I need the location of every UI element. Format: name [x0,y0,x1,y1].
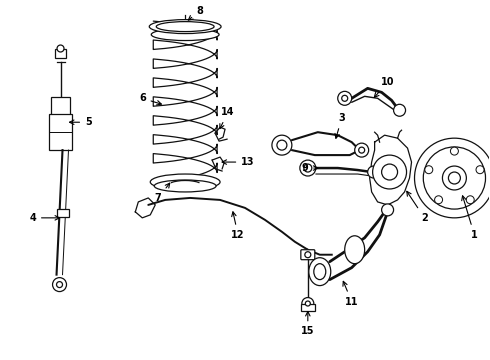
Text: 13: 13 [222,157,255,167]
Ellipse shape [156,22,214,32]
Circle shape [302,298,314,310]
Circle shape [338,91,352,105]
Text: 11: 11 [343,281,359,306]
Text: 6: 6 [139,93,161,105]
Ellipse shape [151,28,219,41]
Circle shape [382,204,393,216]
FancyBboxPatch shape [50,97,71,115]
Circle shape [359,147,365,153]
Text: 3: 3 [335,113,345,138]
Ellipse shape [309,258,331,285]
Text: 9: 9 [301,163,318,173]
Ellipse shape [314,264,326,280]
Circle shape [368,166,380,178]
Text: 10: 10 [374,77,394,97]
Text: 14: 14 [220,107,235,129]
Circle shape [435,196,442,204]
FancyBboxPatch shape [56,210,69,217]
Ellipse shape [149,20,221,33]
Circle shape [442,166,466,190]
Circle shape [372,155,407,189]
Circle shape [305,252,311,258]
Circle shape [52,278,67,292]
Circle shape [450,147,458,155]
Circle shape [57,45,64,52]
Circle shape [355,143,368,157]
FancyBboxPatch shape [49,114,73,150]
Text: 1: 1 [462,196,478,240]
Circle shape [56,282,63,288]
FancyBboxPatch shape [55,49,66,58]
Circle shape [425,166,433,174]
Circle shape [448,172,461,184]
Circle shape [423,147,486,209]
Text: 12: 12 [231,212,245,240]
Circle shape [382,164,397,180]
Text: 5: 5 [70,117,92,127]
Circle shape [305,301,310,306]
Text: 7: 7 [155,183,170,203]
Ellipse shape [154,180,216,192]
Circle shape [300,160,316,176]
Circle shape [393,104,406,116]
Text: 15: 15 [301,311,315,336]
Text: 4: 4 [29,213,59,223]
Ellipse shape [150,174,220,190]
Circle shape [466,196,474,204]
Circle shape [272,135,292,155]
Ellipse shape [345,236,365,264]
Circle shape [277,140,287,150]
Polygon shape [369,135,412,205]
FancyBboxPatch shape [301,303,315,311]
Text: 8: 8 [188,6,203,20]
Circle shape [342,95,348,101]
Circle shape [476,166,484,174]
Circle shape [304,164,312,172]
Circle shape [415,138,490,218]
Text: 2: 2 [407,191,428,223]
FancyBboxPatch shape [301,250,315,260]
